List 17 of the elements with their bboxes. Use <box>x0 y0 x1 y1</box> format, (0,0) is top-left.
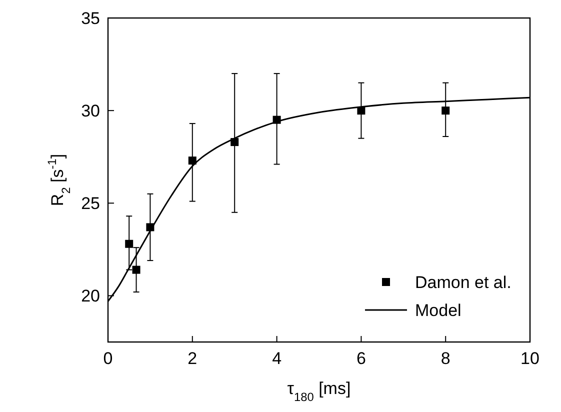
y-tick-label: 35 <box>81 9 100 28</box>
legend-label: Model <box>415 301 462 320</box>
x-tick-label: 0 <box>103 349 113 368</box>
y-tick-label: 20 <box>81 286 100 306</box>
x-tick-label: 2 <box>188 349 198 368</box>
y-tick-label: 30 <box>81 102 100 121</box>
legend-label: Damon et al. <box>415 273 512 292</box>
x-tick-label: 8 <box>440 349 450 368</box>
point <box>188 156 196 165</box>
point <box>132 266 140 274</box>
x-axis-title: τ$_{180}$ [ms] <box>287 379 351 404</box>
x-tick-label: 10 <box>520 349 540 368</box>
x-tick-label: 4 <box>272 349 282 368</box>
y-tick-label: 25 <box>81 194 100 214</box>
x-tick-label: 6 <box>356 349 366 368</box>
point <box>125 240 134 248</box>
point <box>442 106 450 115</box>
